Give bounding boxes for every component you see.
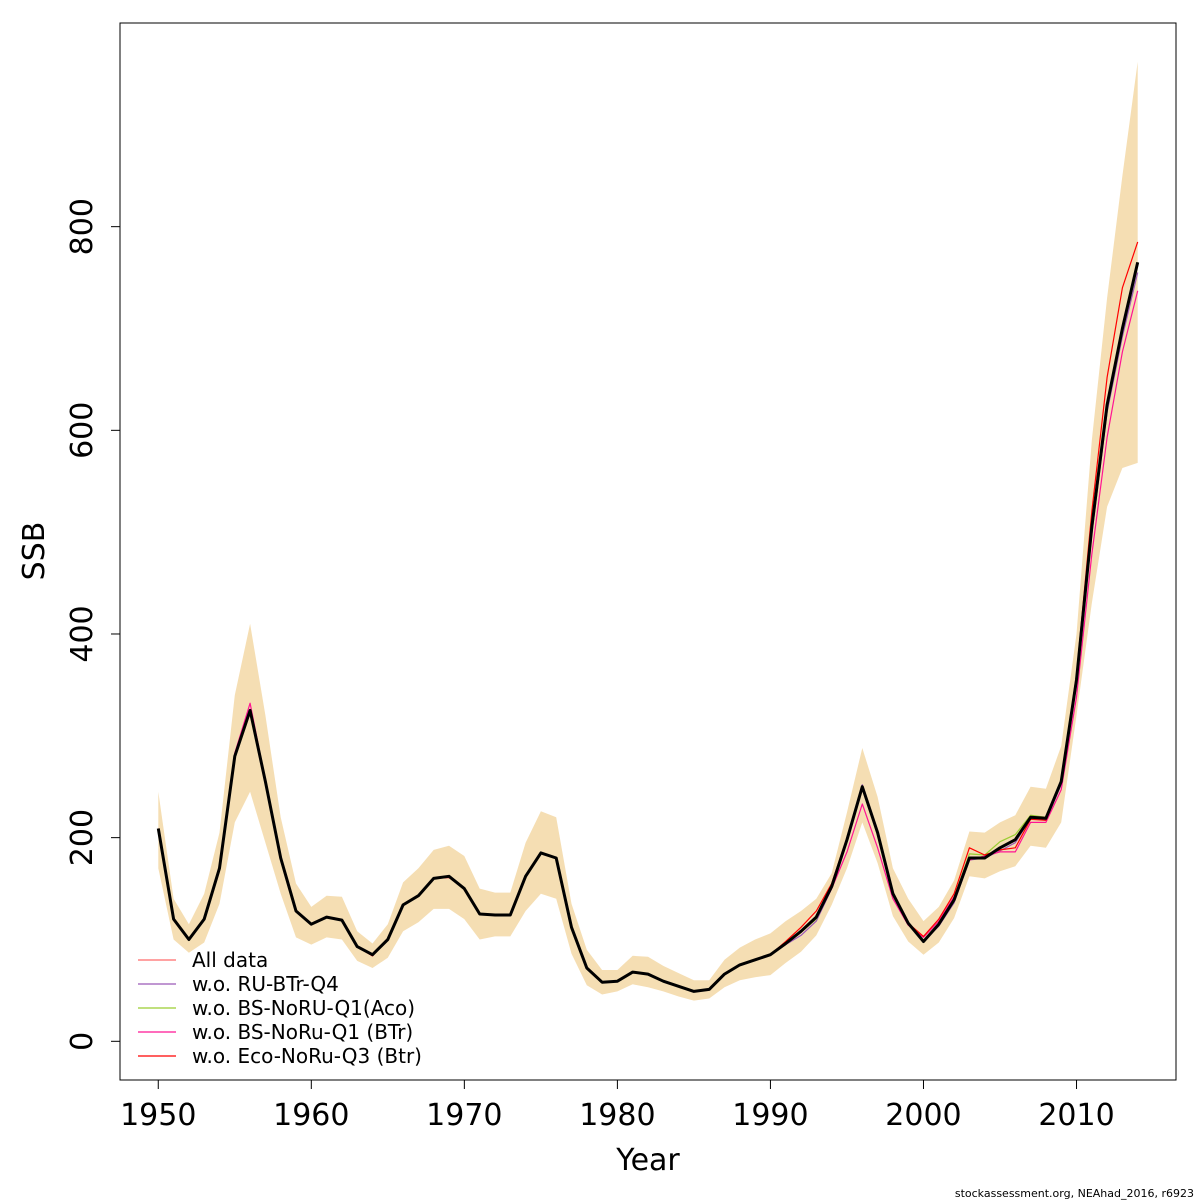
legend-label-3: w.o. BS-NoRu-Q1 (BTr) — [192, 1020, 413, 1044]
x-tick-label-1970: 1970 — [426, 1098, 502, 1133]
footer-credit: stockassessment.org, NEAhad_2016, r6923 — [955, 1187, 1194, 1200]
x-tick-label-1960: 1960 — [273, 1098, 349, 1133]
y-axis: 0 200 400 600 800 — [65, 198, 121, 1051]
x-tick-label-1990: 1990 — [732, 1098, 808, 1133]
x-tick-label-2000: 2000 — [885, 1098, 961, 1133]
x-tick-label-2010: 2010 — [1038, 1098, 1114, 1133]
legend-label-1: w.o. RU-BTr-Q4 — [192, 972, 339, 996]
y-tick-label-600: 600 — [65, 402, 100, 459]
x-tick-label-1950: 1950 — [120, 1098, 196, 1133]
x-tick-label-1980: 1980 — [579, 1098, 655, 1133]
y-tick-label-0: 0 — [65, 1032, 100, 1051]
y-tick-label-400: 400 — [65, 605, 100, 662]
series-layer — [156, 241, 1140, 993]
series-line-0 — [156, 261, 1140, 993]
legend-label-4: w.o. Eco-NoRu-Q3 (Btr) — [192, 1044, 422, 1068]
y-axis-title: SSB — [17, 522, 52, 581]
legend-label-0: All data — [192, 948, 268, 972]
y-tick-label-800: 800 — [65, 198, 100, 255]
legend-label-2: w.o. BS-NoRU-Q1(Aco) — [192, 996, 415, 1020]
y-tick-label-200: 200 — [65, 809, 100, 866]
x-axis-title: Year — [615, 1143, 680, 1178]
x-axis: 1950 1960 1970 1980 1990 2000 2010 — [120, 1079, 1115, 1133]
